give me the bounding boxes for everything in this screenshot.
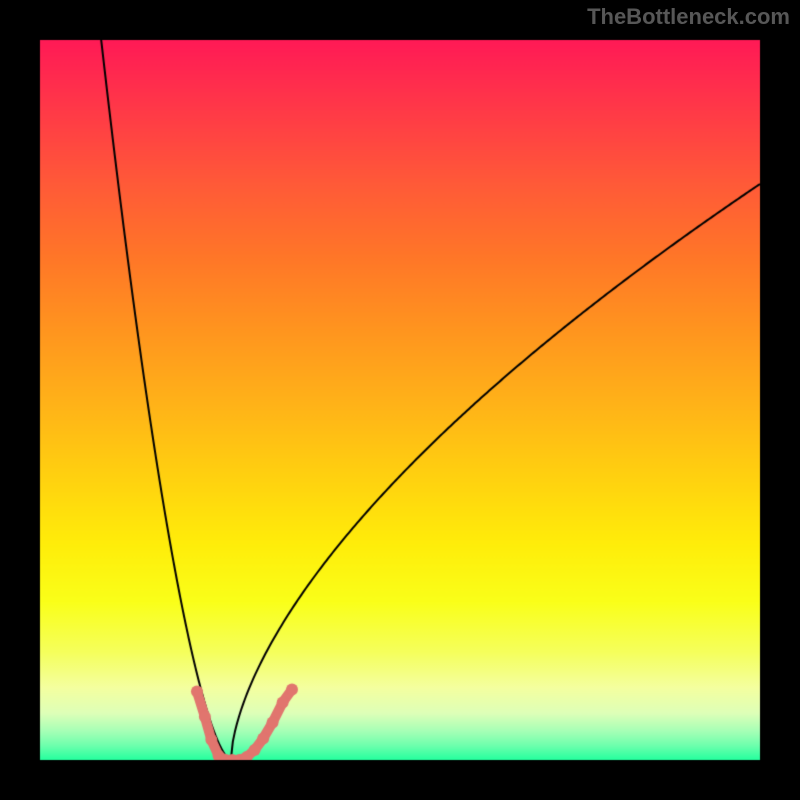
bottleneck-chart-canvas <box>0 0 800 800</box>
chart-container: TheBottleneck.com <box>0 0 800 800</box>
